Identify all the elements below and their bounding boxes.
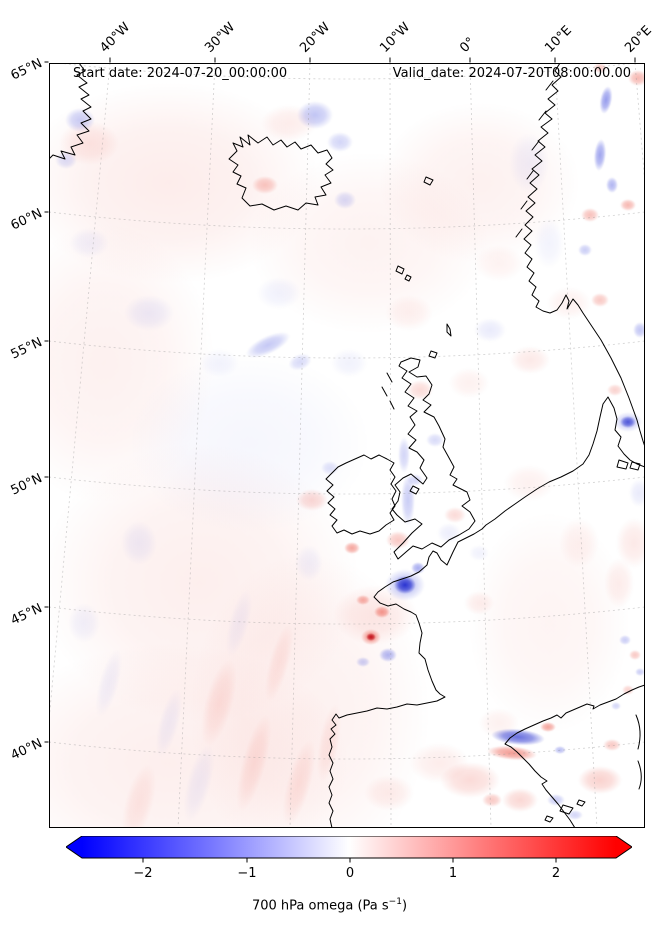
parallel-line	[49, 741, 645, 760]
lat-tick-label: 60°N	[9, 206, 45, 233]
colorbar-left-arrow	[66, 836, 82, 858]
colorbar-caption-suffix: )	[401, 898, 408, 914]
colorbar: −2 −1 0 1 2	[66, 836, 632, 881]
lat-tick-label: 50°N	[9, 471, 45, 498]
colorbar-tick-label: 2	[552, 866, 560, 881]
parallel-line	[49, 606, 645, 625]
map-area: Start date: 2024-07-20_00:00:00 Valid_da…	[49, 63, 645, 828]
colorbar-tick-label: 0	[346, 866, 354, 881]
lat-tick-label: 40°N	[9, 736, 45, 763]
lat-tick-label: 65°N	[9, 56, 45, 83]
coastline-norway-sweden	[523, 63, 645, 448]
meridian-line	[469, 63, 492, 828]
valid-date-label: Valid_date: 2024-07-20T08:00:00.00	[392, 66, 631, 81]
colorbar-caption: 700 hPa omega (Pa s−1)	[0, 897, 659, 913]
colorbar-outline	[66, 836, 632, 859]
colorbar-tick-label: 1	[449, 866, 457, 881]
lon-tick-label: 30°W	[202, 20, 238, 56]
meridian-line	[554, 63, 598, 828]
coastline-balearics	[544, 799, 586, 823]
coastline-jan-mayen	[423, 176, 434, 186]
coastline-shetland	[446, 323, 452, 337]
map-frame	[49, 63, 645, 828]
omega-field-canvas	[49, 63, 645, 828]
start-date-label: Start date: 2024-07-20_00:00:00	[73, 66, 288, 81]
coastline-norway-islands	[515, 80, 554, 238]
coastline-sardinia	[637, 760, 642, 790]
coastline-orkney	[428, 350, 438, 359]
map-overlay	[49, 63, 645, 828]
coastline-hebrides	[381, 372, 395, 410]
coastline-iceland	[228, 134, 334, 211]
coastline-mediterranean	[504, 684, 645, 828]
coastline-faroe-islands	[395, 265, 412, 282]
colorbar-tick-label: −2	[133, 866, 152, 881]
meridian-line	[177, 63, 216, 828]
lon-tick-label: 40°W	[97, 20, 133, 56]
colorbar-caption-prefix: 700 hPa omega (Pa s	[251, 898, 389, 914]
meridian-line	[389, 63, 392, 828]
coastline-corsica	[635, 714, 641, 750]
lat-tick-label: 45°N	[9, 601, 45, 628]
coastline-isle-of-man	[409, 485, 420, 495]
lon-tick-label: 20°E	[622, 23, 655, 56]
meridian-line	[634, 63, 645, 190]
coastline-greenland	[49, 63, 92, 160]
lon-tick-label: 10°W	[377, 20, 413, 56]
coastline-continent-north	[328, 396, 645, 828]
colorbar-tick-label: −1	[237, 866, 256, 881]
meridian-line	[49, 63, 111, 725]
parallel-line	[49, 340, 645, 359]
lon-tick-label: 20°W	[297, 20, 333, 56]
coastline-denmark-islands	[616, 459, 641, 471]
coastline-ireland	[325, 454, 397, 535]
colorbar-gradient	[82, 836, 616, 858]
colorbar-caption-sup: −1	[388, 897, 402, 907]
lat-tick-label: 55°N	[9, 335, 45, 362]
colorbar-right-arrow	[616, 836, 632, 858]
graticule	[49, 63, 645, 828]
parallel-line	[49, 211, 645, 230]
lon-tick-label: 0°	[457, 35, 478, 56]
meridian-line	[289, 63, 311, 828]
lon-tick-label: 10°E	[542, 23, 575, 56]
coastlines	[49, 63, 645, 828]
coastline-great-britain	[391, 357, 476, 560]
